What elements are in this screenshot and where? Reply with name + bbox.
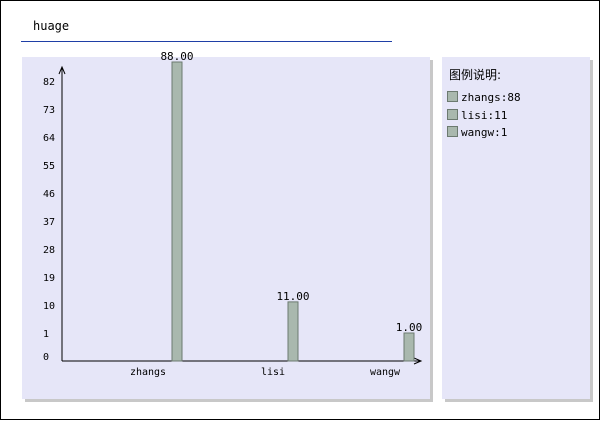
title-underline bbox=[21, 41, 392, 42]
y-tick-label: 0 bbox=[43, 352, 49, 363]
x-tick-label: zhangs bbox=[130, 367, 166, 378]
y-tick-label: 37 bbox=[43, 217, 55, 228]
y-tick-label: 55 bbox=[43, 161, 55, 172]
x-axis-arrow bbox=[413, 357, 423, 365]
legend-label: wangw:1 bbox=[461, 126, 508, 139]
bar-value-label: 11.00 bbox=[276, 290, 309, 303]
x-tick-label: wangw bbox=[370, 367, 401, 378]
y-tick-label: 19 bbox=[43, 273, 55, 284]
legend-panel: 图例说明: zhangs:88 lisi:11 wangw:1 bbox=[442, 57, 590, 399]
y-tick-label: 64 bbox=[43, 133, 55, 144]
bar-value-label: 1.00 bbox=[396, 321, 423, 334]
legend-item-zhangs: zhangs:88 bbox=[447, 91, 521, 105]
legend-swatch bbox=[447, 126, 458, 137]
y-tick-label: 10 bbox=[43, 301, 55, 312]
y-tick-label: 73 bbox=[43, 105, 55, 116]
x-tick-label: lisi bbox=[261, 367, 285, 378]
legend-title: 图例说明: bbox=[449, 68, 502, 82]
y-tick-label: 82 bbox=[43, 77, 55, 88]
y-tick-label: 46 bbox=[43, 189, 55, 200]
y-tick-label: 28 bbox=[43, 245, 55, 256]
legend-swatch bbox=[447, 91, 458, 102]
y-tick-label: 1 bbox=[43, 329, 49, 340]
bar-value-label: 88.00 bbox=[160, 50, 193, 63]
legend-label: lisi:11 bbox=[461, 109, 508, 122]
plot-panel bbox=[22, 57, 430, 399]
y-axis-arrow bbox=[58, 65, 66, 75]
bar-lisi bbox=[287, 301, 299, 362]
legend-swatch bbox=[447, 109, 458, 120]
legend-item-wangw: wangw:1 bbox=[447, 126, 507, 140]
bar-zhangs bbox=[171, 61, 183, 362]
bar-wangw bbox=[403, 332, 415, 362]
legend-label: zhangs:88 bbox=[461, 91, 521, 104]
legend-item-lisi: lisi:11 bbox=[447, 109, 507, 123]
chart-title: huage bbox=[33, 19, 70, 33]
